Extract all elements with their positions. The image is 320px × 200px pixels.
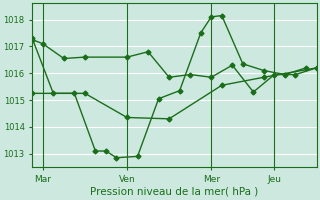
- X-axis label: Pression niveau de la mer( hPa ): Pression niveau de la mer( hPa ): [90, 187, 259, 197]
